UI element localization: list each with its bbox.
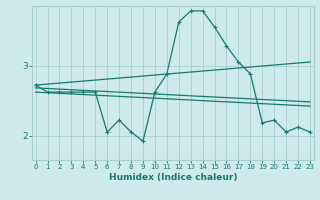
X-axis label: Humidex (Indice chaleur): Humidex (Indice chaleur)	[108, 173, 237, 182]
